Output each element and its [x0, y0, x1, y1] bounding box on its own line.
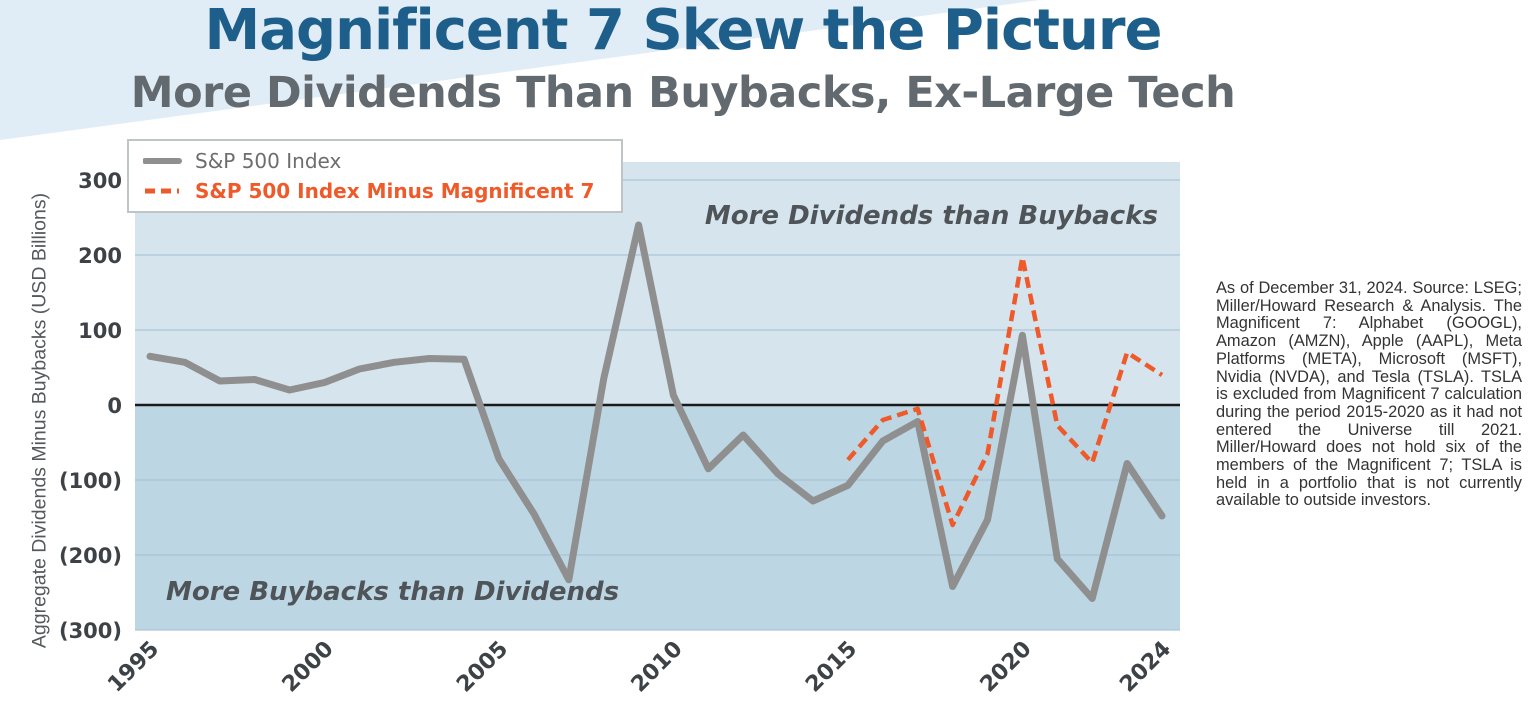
- series-line-sp500: [146, 221, 1166, 602]
- x-tick-label: 2024: [1115, 637, 1176, 698]
- x-tick-label: 2000: [278, 637, 339, 698]
- y-tick-label: 0: [107, 394, 122, 418]
- legend-label-sp500: S&P 500 Index: [195, 149, 342, 173]
- x-tick-label: 1995: [103, 637, 164, 698]
- annotation-more-dividends: More Dividends than Buybacks: [705, 201, 1158, 231]
- region-below-zero: [135, 405, 1180, 630]
- x-tick-label: 2010: [627, 637, 688, 698]
- y-tick-label: (100): [59, 469, 122, 493]
- y-tick-label: 300: [78, 169, 122, 193]
- legend: S&P 500 Index S&P 500 Index Minus Magnif…: [127, 139, 623, 213]
- page-title: Magnificent 7 Skew the Picture: [204, 0, 1162, 63]
- page-subtitle: More Dividends Than Buybacks, Ex-Large T…: [130, 68, 1236, 118]
- source-note: As of December 31, 2024. Source: LSEG; M…: [1216, 279, 1522, 510]
- y-tick-label: (200): [59, 544, 122, 568]
- x-tick-label: 2020: [976, 637, 1037, 698]
- legend-item-sp500: S&P 500 Index: [143, 149, 341, 173]
- series-line-ex-mag7: [846, 255, 1164, 528]
- legend-label-ex-mag7: S&P 500 Index Minus Magnificent 7: [195, 179, 595, 203]
- legend-swatch-sp500: [143, 158, 182, 164]
- annotation-more-buybacks: More Buybacks than Dividends: [166, 577, 619, 607]
- y-tick-label: (300): [59, 619, 122, 643]
- y-tick-label: 100: [78, 319, 122, 343]
- y-axis-label: Aggregate Dividends Minus Buybacks (USD …: [28, 192, 51, 649]
- x-tick-label: 2015: [801, 637, 862, 698]
- legend-item-ex-mag7: S&P 500 Index Minus Magnificent 7: [143, 179, 594, 203]
- legend-swatch-ex-mag7: [145, 188, 179, 194]
- x-tick-label: 2005: [452, 637, 513, 698]
- y-tick-label: 200: [78, 244, 122, 268]
